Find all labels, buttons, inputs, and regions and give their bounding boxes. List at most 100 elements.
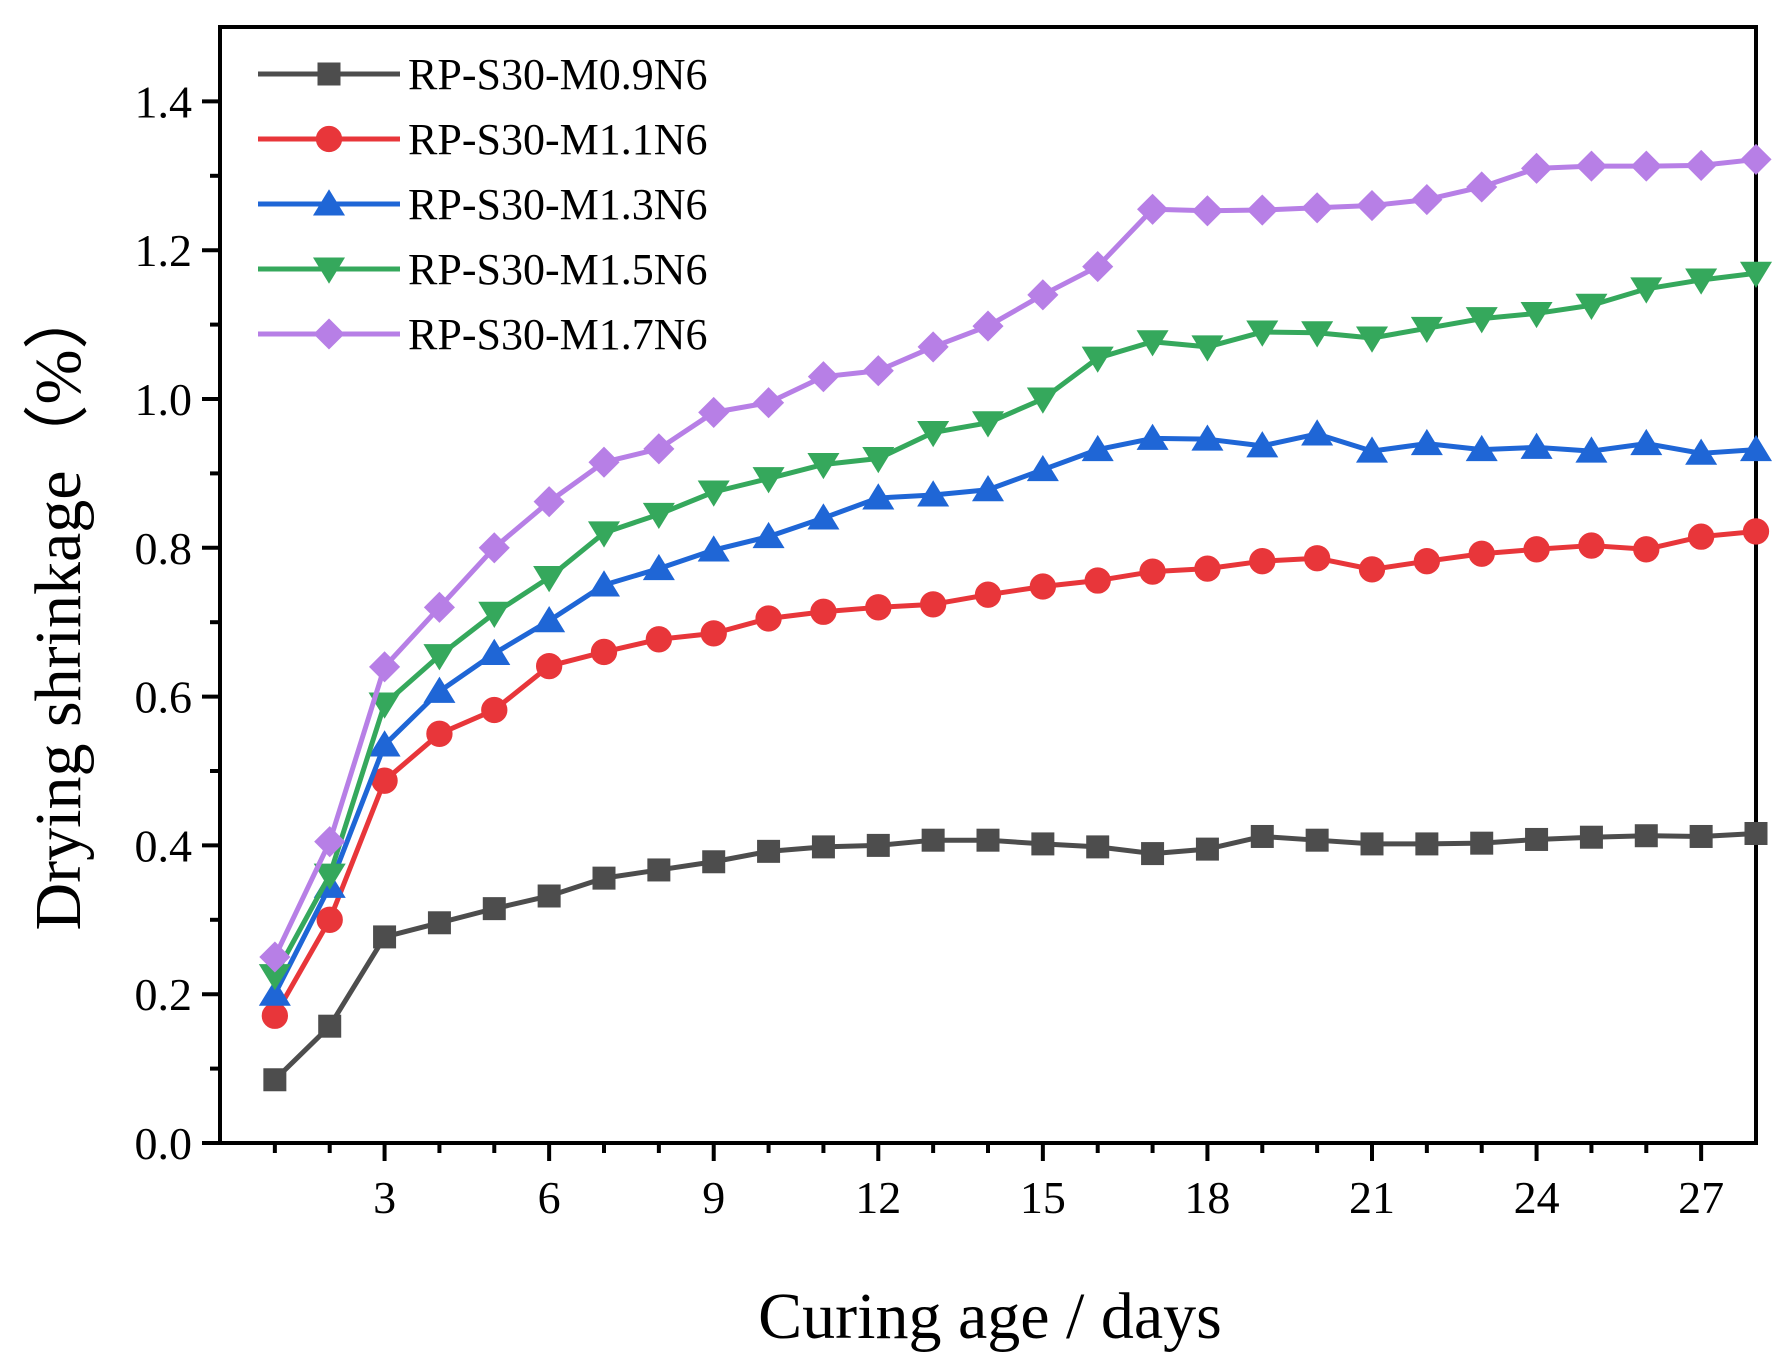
data-point bbox=[1082, 251, 1114, 283]
legend-item: RP-S30-M1.7N6 bbox=[258, 310, 708, 359]
data-point bbox=[537, 884, 561, 908]
data-point bbox=[1465, 434, 1498, 462]
series-5 bbox=[259, 143, 1772, 973]
data-point bbox=[1358, 556, 1386, 583]
data-point bbox=[698, 396, 730, 428]
data-point bbox=[1355, 326, 1389, 353]
data-point bbox=[1139, 558, 1166, 585]
legend-item: RP-S30-M1.3N6 bbox=[258, 180, 708, 229]
series-line bbox=[272, 431, 1757, 996]
data-point bbox=[423, 591, 455, 623]
data-point bbox=[1081, 434, 1114, 462]
data-point bbox=[757, 839, 781, 863]
data-point bbox=[533, 606, 566, 633]
data-point bbox=[1246, 320, 1279, 347]
x-tick-label: 9 bbox=[702, 1172, 725, 1223]
data-point bbox=[478, 638, 511, 665]
legend-label: RP-S30-M1.1N6 bbox=[408, 115, 708, 164]
legend-item: RP-S30-M1.5N6 bbox=[258, 245, 708, 294]
data-point bbox=[1191, 335, 1224, 362]
data-point bbox=[1685, 268, 1718, 295]
data-point bbox=[1411, 184, 1443, 216]
legend: RP-S30-M0.9N6 RP-S30-M1.1N6 RP-S30-M1.3N6 R… bbox=[258, 50, 708, 359]
data-point bbox=[1410, 428, 1443, 456]
data-point bbox=[1301, 321, 1334, 348]
data-point bbox=[866, 833, 890, 857]
data-point bbox=[587, 570, 621, 597]
data-point bbox=[917, 480, 950, 507]
data-point bbox=[1740, 143, 1772, 175]
data-point bbox=[1084, 567, 1111, 594]
data-point bbox=[1191, 195, 1223, 227]
data-point bbox=[588, 446, 620, 478]
data-point bbox=[368, 730, 401, 757]
data-point bbox=[1301, 419, 1334, 446]
series-line bbox=[272, 270, 1757, 977]
data-point bbox=[862, 447, 895, 474]
series-2 bbox=[261, 518, 1770, 1029]
data-point bbox=[1521, 152, 1553, 184]
data-point bbox=[1246, 194, 1278, 226]
data-point bbox=[971, 411, 1005, 438]
data-point bbox=[919, 591, 947, 618]
data-point bbox=[917, 420, 950, 448]
x-tick-label: 27 bbox=[1678, 1172, 1724, 1223]
y-tick-label: 0.6 bbox=[135, 672, 193, 723]
data-point bbox=[755, 605, 782, 632]
data-point bbox=[1687, 523, 1715, 550]
data-point bbox=[1029, 573, 1057, 600]
data-point bbox=[752, 467, 785, 494]
data-point bbox=[533, 566, 566, 593]
data-point bbox=[1031, 832, 1055, 856]
data-point bbox=[1141, 842, 1165, 866]
data-point bbox=[1739, 434, 1773, 462]
x-tick-label: 21 bbox=[1349, 1172, 1395, 1223]
y-tick-label: 1.4 bbox=[135, 76, 193, 127]
series-line bbox=[272, 528, 1757, 1018]
data-point bbox=[1575, 150, 1607, 182]
data-point bbox=[1136, 423, 1169, 450]
data-point bbox=[259, 941, 291, 973]
data-point bbox=[312, 257, 346, 284]
data-point bbox=[315, 125, 343, 153]
data-point bbox=[921, 828, 945, 852]
series-line bbox=[273, 830, 1757, 1082]
data-point bbox=[592, 866, 616, 890]
x-tick-label: 24 bbox=[1514, 1172, 1560, 1223]
data-point bbox=[1575, 436, 1608, 463]
legend-label: RP-S30-M1.3N6 bbox=[408, 180, 708, 229]
y-tick-label: 0.0 bbox=[135, 1118, 193, 1169]
data-point bbox=[810, 598, 837, 625]
data-point bbox=[1742, 518, 1770, 545]
data-point bbox=[1415, 832, 1439, 856]
data-point bbox=[1630, 277, 1663, 304]
series-line bbox=[272, 156, 1757, 959]
data-point bbox=[318, 1014, 342, 1038]
data-point bbox=[807, 361, 839, 393]
data-point bbox=[1191, 424, 1224, 451]
data-point bbox=[1578, 532, 1605, 559]
data-point bbox=[1136, 330, 1169, 357]
legend-label: RP-S30-M1.7N6 bbox=[408, 310, 708, 359]
data-point bbox=[1520, 432, 1553, 459]
y-axis: 0.0 0.2 0.4 0.6 0.8 1.0 1.2 1.4 bbox=[135, 76, 220, 1169]
data-point bbox=[481, 696, 508, 724]
data-point bbox=[1081, 346, 1114, 373]
x-tick-label: 12 bbox=[855, 1172, 901, 1223]
data-point bbox=[1685, 438, 1718, 465]
data-point bbox=[587, 521, 621, 548]
y-tick-label: 1.0 bbox=[135, 374, 193, 425]
x-tick-label: 18 bbox=[1184, 1172, 1230, 1223]
legend-item: RP-S30-M0.9N6 bbox=[258, 50, 708, 99]
data-point bbox=[427, 911, 451, 935]
data-point bbox=[258, 979, 291, 1006]
data-point bbox=[971, 475, 1005, 502]
data-point bbox=[1246, 431, 1279, 458]
data-point bbox=[1579, 825, 1603, 849]
data-point bbox=[1739, 261, 1773, 288]
data-point bbox=[426, 720, 453, 747]
data-point bbox=[642, 502, 675, 530]
x-tick-label: 15 bbox=[1020, 1172, 1066, 1223]
x-tick-label: 6 bbox=[538, 1172, 561, 1223]
series-4 bbox=[258, 261, 1773, 991]
